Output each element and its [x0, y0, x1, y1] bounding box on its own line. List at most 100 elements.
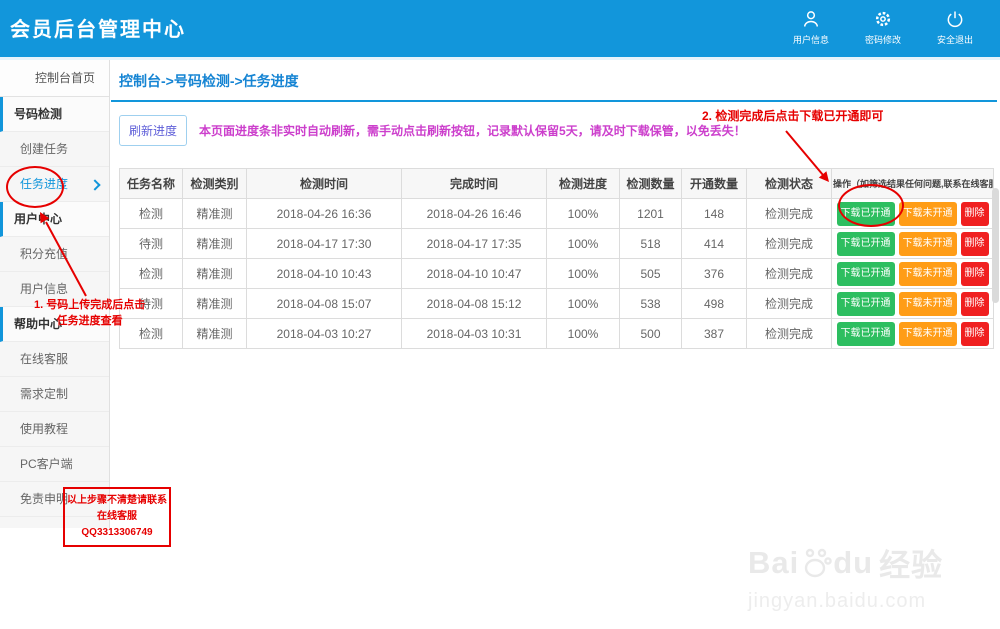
column-header: 检测时间 — [246, 168, 402, 199]
table-cell: 2018-04-08 15:07 — [246, 288, 402, 319]
sidebar-item-chuangjian-renwu[interactable]: 创建任务 — [0, 132, 109, 167]
column-header: 任务名称 — [119, 168, 183, 199]
download-unopened-button[interactable]: 下载未开通 — [898, 201, 957, 226]
annotation-step1: 1. 号码上传完成后点击 任务进度查看 — [34, 297, 145, 329]
table-cell: 518 — [619, 228, 682, 259]
column-header: 检测进度 — [546, 168, 620, 199]
download-opened-button[interactable]: 下载已开通 — [836, 291, 895, 316]
table-cell: 精准测 — [182, 228, 247, 259]
app-title: 会员后台管理中心 — [10, 19, 186, 41]
refresh-progress-button[interactable]: 刷新进度 — [119, 115, 188, 146]
table-row: 检测 精准测 2018-04-10 10:43 2018-04-10 10:47 100… — [119, 258, 994, 289]
table-cell: 100% — [546, 318, 620, 349]
column-header: 检测类别 — [182, 168, 247, 199]
download-unopened-button[interactable]: 下载未开通 — [898, 261, 957, 286]
table-cell: 2018-04-26 16:46 — [401, 198, 547, 229]
column-header: 检测数量 — [619, 168, 682, 199]
sidebar-item-haoma-jiance[interactable]: 号码检测 — [0, 97, 109, 132]
sidebar-item-yonghu-zhongxin[interactable]: 用户中心 — [0, 202, 109, 237]
watermark-brand: Bai du 经验 — [748, 540, 943, 585]
table-body: 检测 精准测 2018-04-26 16:36 2018-04-26 16:46 100… — [119, 198, 994, 349]
power-icon — [947, 11, 963, 28]
sidebar-item-zaixian-kefu[interactable]: 在线客服 — [0, 342, 109, 377]
download-opened-button[interactable]: 下载已开通 — [836, 321, 895, 346]
download-unopened-button[interactable]: 下载未开通 — [898, 321, 957, 346]
table-cell: 100% — [546, 228, 620, 259]
table-cell: 498 — [681, 288, 747, 319]
annotation-contact-line2: 在线客服QQ3313306749 — [81, 511, 153, 538]
annotation-circle-download-button — [838, 184, 904, 227]
table-cell: 1201 — [619, 198, 682, 229]
sidebar-item-xuqiu-dingzhi[interactable]: 需求定制 — [0, 377, 109, 412]
column-header: 开通数量 — [681, 168, 747, 199]
sidebar-item-bangzhu-zhongxin[interactable]: 帮助中心 — [0, 307, 109, 342]
table-cell: 2018-04-10 10:47 — [401, 258, 547, 289]
table-cell: 414 — [681, 228, 747, 259]
annotation-step2: 2. 检测完成后点击下载已开通即可 — [702, 109, 884, 123]
download-unopened-button[interactable]: 下载未开通 — [898, 291, 957, 316]
table-cell: 2018-04-17 17:30 — [246, 228, 402, 259]
table-cell: 100% — [546, 258, 620, 289]
annotation-contact-line1: 以上步骤不清楚请联系 — [67, 495, 167, 506]
logout-button[interactable]: 安全退出 — [928, 9, 982, 46]
sidebar-item-shiyong-jiaocheng[interactable]: 使用教程 — [0, 412, 109, 447]
table-cell: 505 — [619, 258, 682, 289]
change-password-label: 密码修改 — [864, 35, 901, 45]
table-cell: 538 — [619, 288, 682, 319]
annotation-contact-box: 以上步骤不清楚请联系 在线客服QQ3313306749 — [63, 487, 171, 547]
download-opened-button[interactable]: 下载已开通 — [836, 231, 895, 256]
watermark-du: du — [833, 544, 874, 580]
sidebar-item-console-home[interactable]: 控制台首页 — [0, 60, 109, 97]
table-cell: 376 — [681, 258, 747, 289]
gear-icon — [875, 11, 891, 27]
sidebar-item-pc-kehuduan[interactable]: PC客户端 — [0, 447, 109, 482]
sidebar-item-jifen-chongzhi[interactable]: 积分充值 — [0, 237, 109, 272]
table-cell: 待测 — [119, 228, 183, 259]
sidebar-item-mianze-shenming[interactable]: 免责申明 — [0, 482, 109, 517]
annotation-step1-line1: 1. 号码上传完成后点击 — [34, 299, 146, 311]
watermark-jingyan: 经验 — [879, 548, 944, 583]
table-cell: 精准测 — [182, 318, 247, 349]
paw-icon — [805, 548, 833, 577]
scrollbar-thumb[interactable] — [992, 188, 999, 303]
actions-cell: 下载已开通 下载未开通 删除 — [831, 258, 994, 289]
table-cell: 检测 — [119, 318, 183, 349]
table-cell: 检测完成 — [746, 258, 832, 289]
actions-cell: 下载已开通 下载未开通 删除 — [831, 288, 994, 319]
table-cell: 检测完成 — [746, 318, 832, 349]
table-cell: 2018-04-03 10:27 — [246, 318, 402, 349]
table-cell: 检测完成 — [746, 288, 832, 319]
table-cell: 精准测 — [182, 258, 247, 289]
delete-button[interactable]: 删除 — [960, 201, 989, 226]
watermark-bai: Bai — [748, 544, 800, 580]
breadcrumb: 控制台->号码检测->任务进度 — [111, 60, 997, 102]
delete-button[interactable]: 删除 — [960, 261, 989, 286]
download-opened-button[interactable]: 下载已开通 — [836, 261, 895, 286]
user-info-button[interactable]: 用户信息 — [784, 9, 838, 46]
delete-button[interactable]: 删除 — [960, 291, 989, 316]
notice-text: 本页面进度条非实时自动刷新，需手动点击刷新按钮，记录默认保留5天，请及时下载保管… — [199, 124, 746, 138]
user-info-label: 用户信息 — [792, 35, 829, 45]
table-cell: 100% — [546, 288, 620, 319]
chevron-right-icon — [89, 179, 101, 191]
column-header: 检测状态 — [746, 168, 832, 199]
table-cell: 500 — [619, 318, 682, 349]
change-password-button[interactable]: 密码修改 — [856, 9, 910, 46]
table-cell: 精准测 — [182, 288, 247, 319]
task-table: 任务名称 检测类别 检测时间 完成时间 检测进度 检测数量 开通数量 检测状态 操作（如筛选结果… — [119, 168, 994, 349]
table-cell: 2018-04-17 17:35 — [401, 228, 547, 259]
download-unopened-button[interactable]: 下载未开通 — [898, 231, 957, 256]
table-cell: 148 — [681, 198, 747, 229]
user-icon — [804, 11, 818, 27]
top-bar: 会员后台管理中心 用户信息 密码修改 — [0, 0, 1000, 57]
delete-button[interactable]: 删除 — [960, 231, 989, 256]
table-cell: 检测 — [119, 198, 183, 229]
annotation-circle-task-progress — [6, 166, 64, 208]
logout-label: 安全退出 — [936, 35, 973, 45]
table-cell: 精准测 — [182, 198, 247, 229]
header-divider — [0, 57, 1000, 60]
delete-button[interactable]: 删除 — [960, 321, 989, 346]
actions-cell: 下载已开通 下载未开通 删除 — [831, 228, 994, 259]
actions-cell: 下载已开通 下载未开通 删除 — [831, 318, 994, 349]
